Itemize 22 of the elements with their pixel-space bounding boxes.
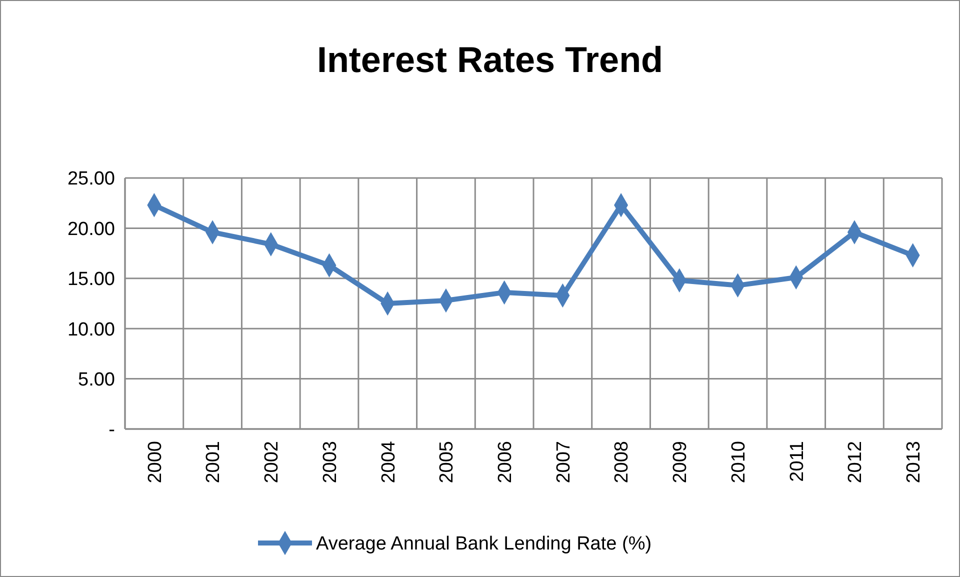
x-tick-label: 2002 [262,441,283,484]
y-tick-label: 20.00 [67,218,115,240]
legend-label: Average Annual Bank Lending Rate (%) [316,534,652,555]
x-tick-label: 2011 [786,441,808,482]
y-tick-label: 5.00 [78,369,115,390]
x-tick-label: 2005 [436,441,458,484]
y-tick-label: 25.00 [67,168,115,190]
x-tick-label: 2010 [728,441,750,484]
x-tick-label: 2000 [144,441,166,484]
x-tick-label: 2009 [670,441,692,484]
y-tick-label: 10.00 [67,319,115,340]
x-tick-label: 2012 [845,441,866,484]
x-tick-label: 2007 [553,441,574,484]
x-tick-label: 2006 [494,441,516,484]
y-tick-label: 15.00 [67,269,115,290]
x-tick-label: 2004 [378,440,400,484]
y-tick-label: - [108,420,115,441]
chart-title: Interest Rates Trend [316,39,664,80]
x-tick-label: 2013 [903,441,924,484]
x-tick-label: 2008 [612,441,633,484]
x-tick-label: 2003 [320,441,341,484]
x-tick-label: 2001 [203,441,224,484]
